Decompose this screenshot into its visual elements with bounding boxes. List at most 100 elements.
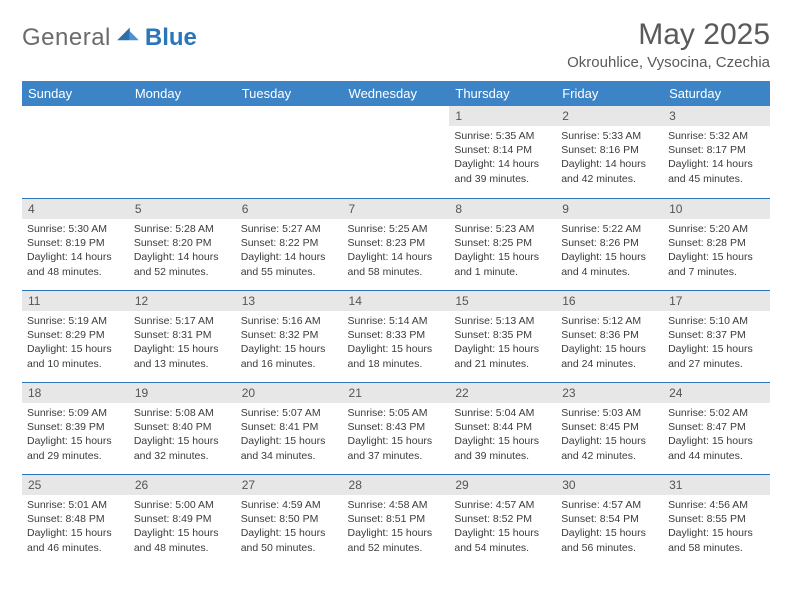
- calendar-cell: 8Sunrise: 5:23 AMSunset: 8:25 PMDaylight…: [449, 198, 556, 290]
- calendar-cell: 15Sunrise: 5:13 AMSunset: 8:35 PMDayligh…: [449, 290, 556, 382]
- weekday-header: Friday: [556, 81, 663, 106]
- weekday-header: Tuesday: [236, 81, 343, 106]
- day-number: 1: [449, 106, 556, 126]
- brand-triangle-icon: [117, 24, 139, 42]
- day-number: 17: [663, 290, 770, 311]
- day-number: 11: [22, 290, 129, 311]
- sunrise-line: Sunrise: 5:02 AM: [668, 406, 765, 420]
- calendar-cell: 20Sunrise: 5:07 AMSunset: 8:41 PMDayligh…: [236, 382, 343, 474]
- daylight-line: Daylight: 14 hours and 55 minutes.: [241, 250, 338, 278]
- sunset-line: Sunset: 8:25 PM: [454, 236, 551, 250]
- sunset-line: Sunset: 8:32 PM: [241, 328, 338, 342]
- day-details: Sunrise: 5:12 AMSunset: 8:36 PMDaylight:…: [556, 311, 663, 375]
- sunrise-line: Sunrise: 5:23 AM: [454, 222, 551, 236]
- daylight-line: Daylight: 15 hours and 58 minutes.: [668, 526, 765, 554]
- day-details: Sunrise: 5:33 AMSunset: 8:16 PMDaylight:…: [556, 126, 663, 190]
- sunrise-line: Sunrise: 5:09 AM: [27, 406, 124, 420]
- sunset-line: Sunset: 8:44 PM: [454, 420, 551, 434]
- daylight-line: Daylight: 15 hours and 39 minutes.: [454, 434, 551, 462]
- day-details: Sunrise: 5:10 AMSunset: 8:37 PMDaylight:…: [663, 311, 770, 375]
- day-details: Sunrise: 5:30 AMSunset: 8:19 PMDaylight:…: [22, 219, 129, 283]
- sunrise-line: Sunrise: 5:20 AM: [668, 222, 765, 236]
- daylight-line: Daylight: 15 hours and 7 minutes.: [668, 250, 765, 278]
- calendar-cell: 18Sunrise: 5:09 AMSunset: 8:39 PMDayligh…: [22, 382, 129, 474]
- sunset-line: Sunset: 8:33 PM: [348, 328, 445, 342]
- day-details: Sunrise: 5:04 AMSunset: 8:44 PMDaylight:…: [449, 403, 556, 467]
- day-number: 18: [22, 382, 129, 403]
- calendar-row: 11Sunrise: 5:19 AMSunset: 8:29 PMDayligh…: [22, 290, 770, 382]
- daylight-line: Daylight: 15 hours and 10 minutes.: [27, 342, 124, 370]
- brand-word-2: Blue: [145, 24, 197, 52]
- day-number: 14: [343, 290, 450, 311]
- sunrise-line: Sunrise: 5:04 AM: [454, 406, 551, 420]
- day-details: Sunrise: 4:56 AMSunset: 8:55 PMDaylight:…: [663, 495, 770, 559]
- weekday-header: Sunday: [22, 81, 129, 106]
- day-details: Sunrise: 5:23 AMSunset: 8:25 PMDaylight:…: [449, 219, 556, 283]
- sunrise-line: Sunrise: 4:57 AM: [561, 498, 658, 512]
- day-number: 4: [22, 198, 129, 219]
- daylight-line: Daylight: 14 hours and 52 minutes.: [134, 250, 231, 278]
- day-number: 15: [449, 290, 556, 311]
- sunrise-line: Sunrise: 4:59 AM: [241, 498, 338, 512]
- day-details: Sunrise: 5:32 AMSunset: 8:17 PMDaylight:…: [663, 126, 770, 190]
- day-number: 5: [129, 198, 236, 219]
- sunset-line: Sunset: 8:45 PM: [561, 420, 658, 434]
- day-details: Sunrise: 5:07 AMSunset: 8:41 PMDaylight:…: [236, 403, 343, 467]
- page-title: May 2025: [567, 18, 770, 52]
- sunset-line: Sunset: 8:36 PM: [561, 328, 658, 342]
- day-number: 12: [129, 290, 236, 311]
- day-details: Sunrise: 5:13 AMSunset: 8:35 PMDaylight:…: [449, 311, 556, 375]
- sunset-line: Sunset: 8:16 PM: [561, 143, 658, 157]
- calendar-cell: 3Sunrise: 5:32 AMSunset: 8:17 PMDaylight…: [663, 106, 770, 198]
- daylight-line: Daylight: 15 hours and 37 minutes.: [348, 434, 445, 462]
- sunset-line: Sunset: 8:29 PM: [27, 328, 124, 342]
- sunrise-line: Sunrise: 5:25 AM: [348, 222, 445, 236]
- day-details: Sunrise: 5:08 AMSunset: 8:40 PMDaylight:…: [129, 403, 236, 467]
- day-number: 8: [449, 198, 556, 219]
- calendar-cell: 17Sunrise: 5:10 AMSunset: 8:37 PMDayligh…: [663, 290, 770, 382]
- calendar-cell: 30Sunrise: 4:57 AMSunset: 8:54 PMDayligh…: [556, 474, 663, 566]
- day-number: 7: [343, 198, 450, 219]
- sunset-line: Sunset: 8:51 PM: [348, 512, 445, 526]
- calendar-page: General Blue May 2025 Okrouhlice, Vysoci…: [0, 0, 792, 566]
- calendar-cell: 13Sunrise: 5:16 AMSunset: 8:32 PMDayligh…: [236, 290, 343, 382]
- calendar-cell: [236, 106, 343, 198]
- calendar-cell: 19Sunrise: 5:08 AMSunset: 8:40 PMDayligh…: [129, 382, 236, 474]
- daylight-line: Daylight: 15 hours and 48 minutes.: [134, 526, 231, 554]
- day-number: 10: [663, 198, 770, 219]
- daylight-line: Daylight: 15 hours and 44 minutes.: [668, 434, 765, 462]
- day-details: Sunrise: 5:17 AMSunset: 8:31 PMDaylight:…: [129, 311, 236, 375]
- sunset-line: Sunset: 8:43 PM: [348, 420, 445, 434]
- daylight-line: Daylight: 15 hours and 34 minutes.: [241, 434, 338, 462]
- day-details: Sunrise: 5:14 AMSunset: 8:33 PMDaylight:…: [343, 311, 450, 375]
- calendar-header: Sunday Monday Tuesday Wednesday Thursday…: [22, 81, 770, 106]
- day-details: Sunrise: 5:05 AMSunset: 8:43 PMDaylight:…: [343, 403, 450, 467]
- sunrise-line: Sunrise: 5:33 AM: [561, 129, 658, 143]
- sunrise-line: Sunrise: 5:00 AM: [134, 498, 231, 512]
- calendar-cell: [129, 106, 236, 198]
- sunset-line: Sunset: 8:52 PM: [454, 512, 551, 526]
- sunrise-line: Sunrise: 5:27 AM: [241, 222, 338, 236]
- calendar-cell: 16Sunrise: 5:12 AMSunset: 8:36 PMDayligh…: [556, 290, 663, 382]
- daylight-line: Daylight: 15 hours and 13 minutes.: [134, 342, 231, 370]
- sunrise-line: Sunrise: 5:10 AM: [668, 314, 765, 328]
- daylight-line: Daylight: 15 hours and 1 minute.: [454, 250, 551, 278]
- daylight-line: Daylight: 14 hours and 48 minutes.: [27, 250, 124, 278]
- day-details: Sunrise: 4:59 AMSunset: 8:50 PMDaylight:…: [236, 495, 343, 559]
- calendar-cell: 4Sunrise: 5:30 AMSunset: 8:19 PMDaylight…: [22, 198, 129, 290]
- day-details: Sunrise: 4:57 AMSunset: 8:52 PMDaylight:…: [449, 495, 556, 559]
- calendar-cell: [343, 106, 450, 198]
- calendar-cell: 12Sunrise: 5:17 AMSunset: 8:31 PMDayligh…: [129, 290, 236, 382]
- daylight-line: Daylight: 15 hours and 29 minutes.: [27, 434, 124, 462]
- sunrise-line: Sunrise: 4:57 AM: [454, 498, 551, 512]
- daylight-line: Daylight: 15 hours and 56 minutes.: [561, 526, 658, 554]
- calendar-cell: 24Sunrise: 5:02 AMSunset: 8:47 PMDayligh…: [663, 382, 770, 474]
- calendar-row: 4Sunrise: 5:30 AMSunset: 8:19 PMDaylight…: [22, 198, 770, 290]
- day-number: 22: [449, 382, 556, 403]
- calendar-cell: 6Sunrise: 5:27 AMSunset: 8:22 PMDaylight…: [236, 198, 343, 290]
- calendar-cell: 21Sunrise: 5:05 AMSunset: 8:43 PMDayligh…: [343, 382, 450, 474]
- weekday-header: Wednesday: [343, 81, 450, 106]
- sunrise-line: Sunrise: 5:05 AM: [348, 406, 445, 420]
- daylight-line: Daylight: 15 hours and 4 minutes.: [561, 250, 658, 278]
- sunset-line: Sunset: 8:41 PM: [241, 420, 338, 434]
